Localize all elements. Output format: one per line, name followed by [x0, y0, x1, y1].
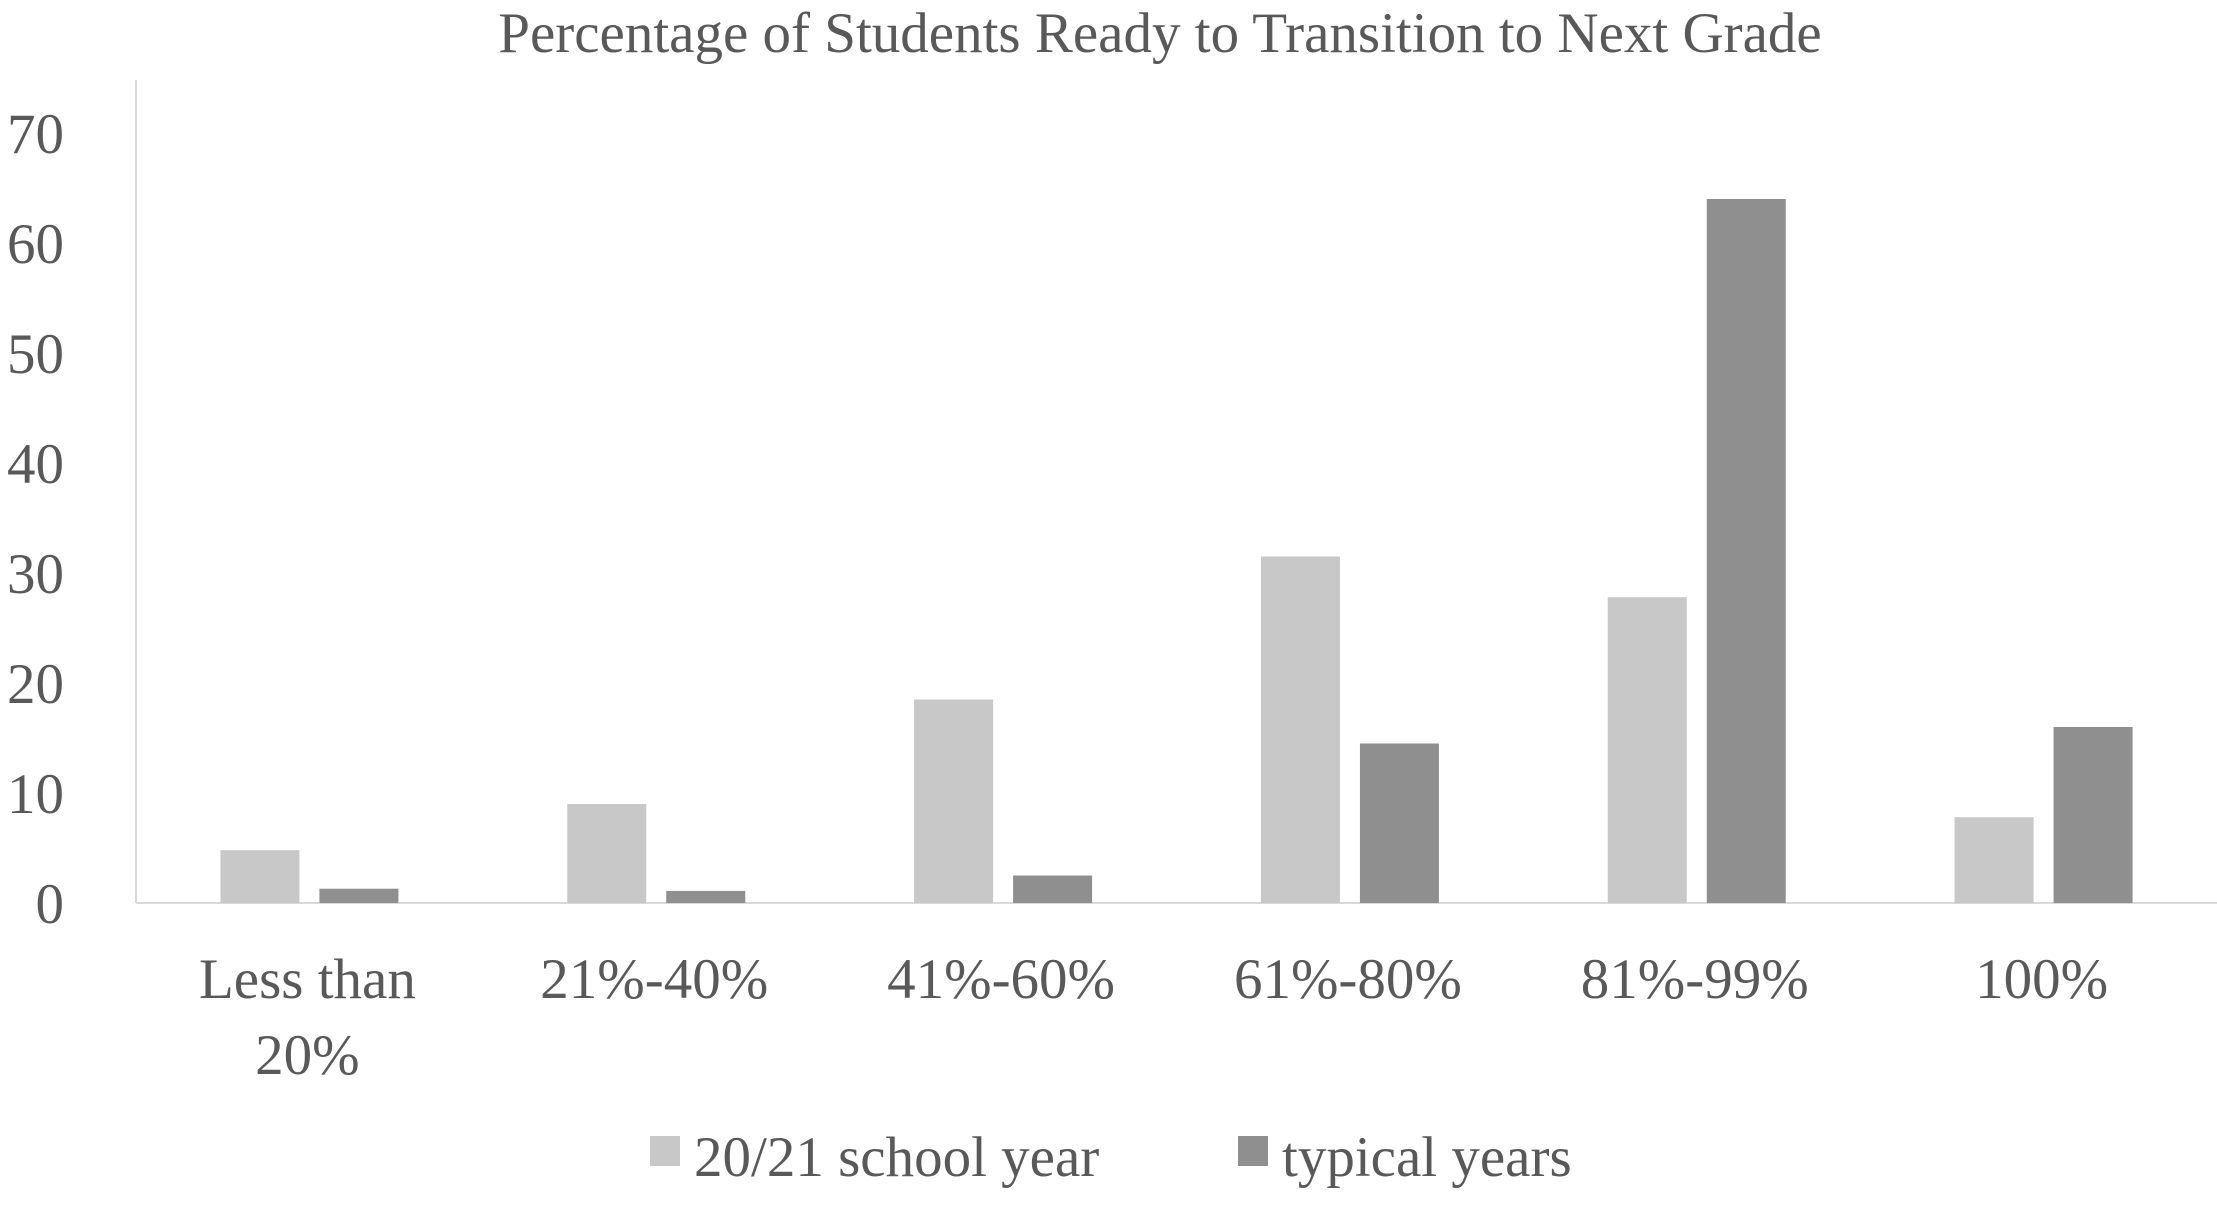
x-tick-label: 41%-60%: [887, 948, 1115, 1011]
bar-series2-4: [1706, 199, 1786, 903]
x-tick-label: 21%-40%: [540, 948, 768, 1011]
bar-series2-5: [2053, 727, 2133, 903]
y-tick-label: 50: [7, 323, 64, 386]
x-tick-label: 100%: [1975, 948, 2108, 1011]
legend-label: 20/21 school year: [694, 1126, 1099, 1189]
bar-series2-3: [1359, 743, 1439, 903]
y-tick-label: 30: [7, 543, 64, 606]
y-tick-label: 10: [7, 763, 64, 826]
bar-series1-4: [1607, 597, 1687, 903]
bar-series1-1: [567, 804, 647, 903]
x-tick-label: 20%: [255, 1024, 359, 1087]
x-tick-label: 61%-80%: [1234, 948, 1462, 1011]
legend-swatch: [650, 1136, 680, 1166]
bar-series2-1: [666, 890, 746, 903]
bar-series1-0: [220, 850, 300, 903]
legend: 20/21 school year typical years: [650, 1126, 1572, 1189]
y-tick-label: 70: [7, 103, 64, 166]
bar-series2-0: [319, 888, 399, 903]
chart-title: Percentage of Students Ready to Transiti…: [498, 2, 1821, 65]
bars: [220, 199, 2133, 903]
bar-series1-5: [1954, 817, 2034, 903]
legend-label: typical years: [1282, 1126, 1572, 1189]
y-axis-ticks: 0 10 20 30 40 50 60 70: [7, 103, 64, 936]
bar-series2-2: [1013, 875, 1093, 903]
y-tick-label: 60: [7, 213, 64, 276]
x-axis-labels: Less than 20% 21%-40% 41%-60% 61%-80% 81%-99%…: [199, 948, 2108, 1087]
x-tick-label: Less than: [199, 948, 416, 1011]
bar-series1-3: [1260, 556, 1340, 903]
legend-swatch: [1238, 1136, 1268, 1166]
bar-series1-2: [914, 699, 994, 903]
y-tick-label: 40: [7, 433, 64, 496]
y-tick-label: 20: [7, 653, 64, 716]
x-tick-label: 81%-99%: [1581, 948, 1809, 1011]
y-tick-label: 0: [36, 873, 65, 936]
